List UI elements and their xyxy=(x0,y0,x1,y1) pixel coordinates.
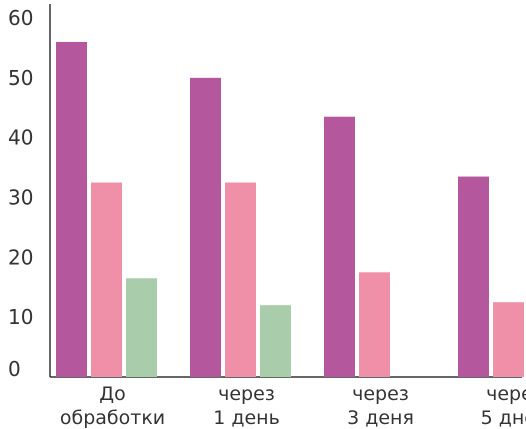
x-tick-label: через 3 деня xyxy=(347,383,414,429)
bar xyxy=(56,41,87,377)
bar xyxy=(225,182,256,377)
x-tick-label-line: через xyxy=(218,383,275,405)
bar xyxy=(190,77,221,377)
x-tick-label-line: через xyxy=(352,383,409,405)
y-tick-label: 60 xyxy=(8,6,33,30)
y-tick-label: 10 xyxy=(8,305,33,329)
y-tick-label: 30 xyxy=(8,186,33,210)
bar xyxy=(493,302,524,377)
bars-group xyxy=(56,41,524,377)
bar xyxy=(324,116,355,377)
y-axis: 0 10 20 30 40 50 60 xyxy=(8,4,51,381)
bar xyxy=(458,176,489,377)
x-tick-label: через5 дней xyxy=(481,383,526,429)
x-tick-label: через 1 день xyxy=(213,383,280,429)
y-tick-label: 20 xyxy=(8,245,33,269)
x-tick-label-line: 5 дней xyxy=(481,407,526,429)
y-tick-label: 0 xyxy=(8,357,21,381)
y-tick-label: 40 xyxy=(8,126,33,150)
x-tick-label-line: через xyxy=(486,383,526,405)
x-tick-label-line: 3 деня xyxy=(347,407,414,429)
x-tick-label-line: До xyxy=(99,383,125,405)
x-tick-label-line: 1 день xyxy=(213,407,280,429)
y-tick-label: 50 xyxy=(8,66,33,90)
bar xyxy=(359,272,390,377)
bar xyxy=(260,305,291,377)
x-tick-label-line: обработки xyxy=(60,407,165,429)
bar xyxy=(126,278,157,377)
bar xyxy=(91,182,122,377)
x-tick-label: До обработки xyxy=(60,383,165,429)
